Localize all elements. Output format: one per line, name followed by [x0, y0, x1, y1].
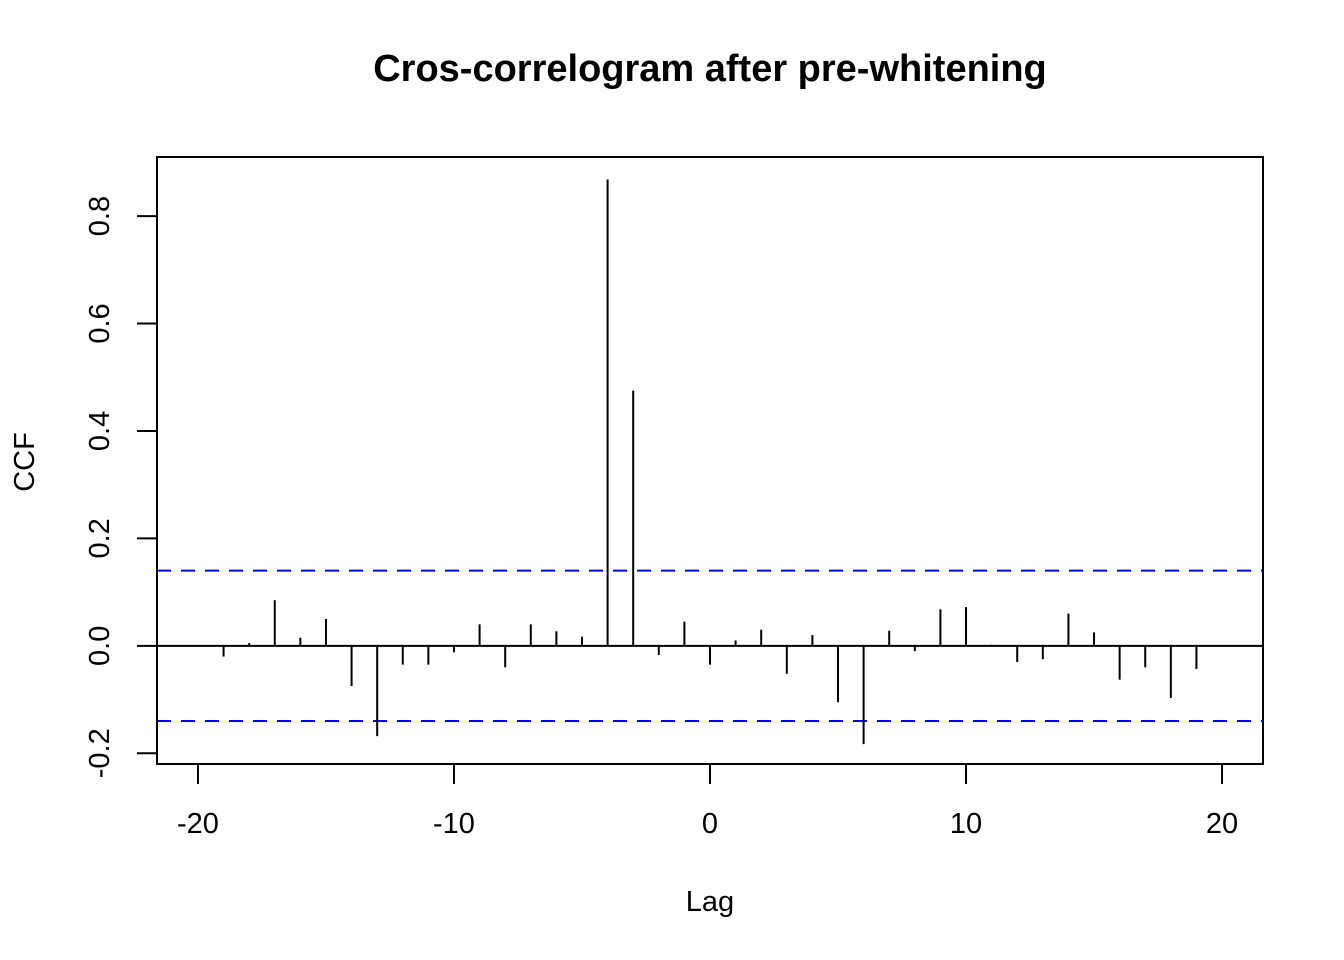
x-tick-label: 0 — [702, 808, 718, 840]
x-tick-label: -20 — [177, 808, 219, 840]
x-tick-label: -10 — [433, 808, 475, 840]
x-tick-label: 10 — [950, 808, 982, 840]
y-tick-label: 0.0 — [84, 626, 116, 666]
y-tick-label: 0.6 — [84, 303, 116, 343]
x-tick-label: 20 — [1206, 808, 1238, 840]
x-axis-label: Lag — [686, 886, 734, 918]
chart-title: Cros-correlogram after pre-whitening — [373, 48, 1047, 90]
plot-frame — [156, 156, 1264, 765]
y-axis: -0.2 0.0 0.2 0.4 0.6 0.8 — [84, 196, 158, 778]
y-tick-label: 0.8 — [84, 196, 116, 236]
y-tick-label: -0.2 — [84, 728, 116, 778]
x-axis: -20 -10 0 10 20 — [177, 763, 1238, 840]
ccf-bars — [222, 179, 1198, 745]
y-tick-label: 0.4 — [84, 411, 116, 451]
y-tick-label: 0.2 — [84, 518, 116, 558]
y-axis-label: CCF — [9, 432, 41, 492]
